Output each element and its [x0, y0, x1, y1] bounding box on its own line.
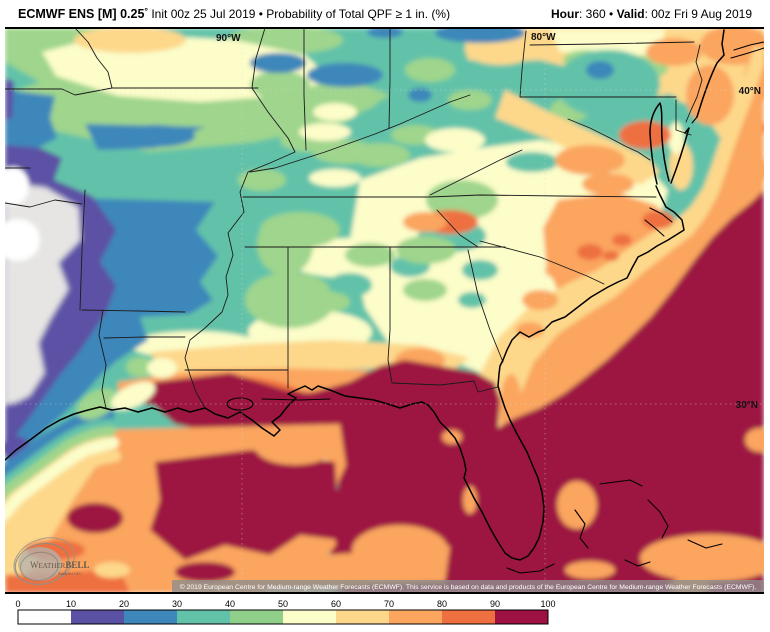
svg-text:Analytics LLC: Analytics LLC: [58, 571, 82, 576]
svg-text:© 2019 European Centre for Med: © 2019 European Centre for Medium-range …: [180, 583, 757, 591]
svg-text:50: 50: [278, 599, 288, 609]
svg-text:WEATHERBELL: WEATHERBELL: [30, 560, 89, 570]
svg-text:90: 90: [490, 599, 500, 609]
svg-text:70: 70: [384, 599, 394, 609]
svg-text:90°W: 90°W: [216, 33, 241, 44]
svg-text:60: 60: [331, 599, 341, 609]
svg-text:10: 10: [66, 599, 76, 609]
svg-text:Hour: 360 • Valid: 00z Fri 9 A: Hour: 360 • Valid: 00z Fri 9 Aug 2019: [551, 7, 752, 21]
svg-text:ECMWF ENS [M] 0.25° Init 00z 2: ECMWF ENS [M] 0.25° Init 00z 25 Jul 2019…: [18, 6, 450, 21]
svg-text:40: 40: [225, 599, 235, 609]
svg-text:20: 20: [119, 599, 129, 609]
svg-text:100: 100: [540, 599, 555, 609]
svg-text:30: 30: [172, 599, 182, 609]
svg-text:80: 80: [437, 599, 447, 609]
svg-text:80°W: 80°W: [531, 32, 556, 43]
svg-text:40°N: 40°N: [739, 86, 761, 97]
svg-text:30°N: 30°N: [736, 400, 758, 411]
svg-text:0: 0: [15, 599, 20, 609]
